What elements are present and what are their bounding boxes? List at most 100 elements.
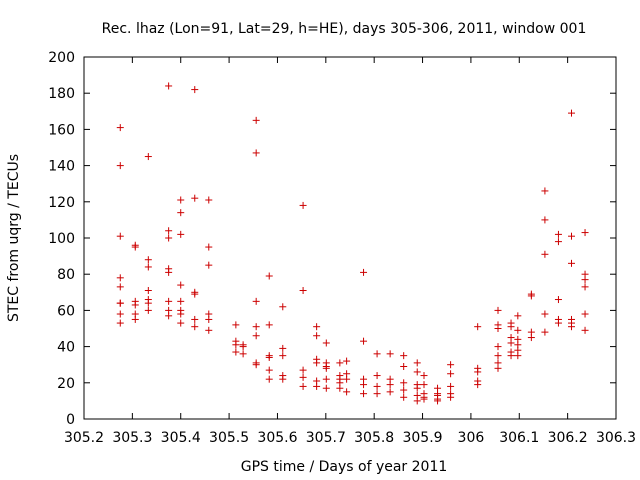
data-point [144,299,152,307]
data-point [541,187,549,195]
data-point [165,312,173,320]
data-point [581,326,589,334]
x-tick-label: 305.3 [112,430,152,446]
x-tick-label: 305.8 [354,430,394,446]
y-tick-label: 140 [48,159,75,175]
data-point [165,82,173,90]
data-point [191,86,199,94]
data-point [474,368,482,376]
data-point [420,372,428,380]
y-tick-label: 60 [57,303,75,319]
data-point [313,359,321,367]
data-point [447,393,455,401]
y-tick-label: 120 [48,195,75,211]
data-point [299,373,307,381]
data-point [527,292,535,300]
y-tick-label: 200 [48,50,75,66]
data-point [144,263,152,271]
y-axis-label: STEC from uqrg / TECUs [6,154,22,322]
data-point [205,326,213,334]
data-point [232,341,240,349]
data-point [205,315,213,323]
data-point [386,381,394,389]
data-point [313,382,321,390]
data-point [373,390,381,398]
x-axis-label: GPS time / Days of year 2011 [241,459,448,475]
data-point [373,372,381,380]
data-point [447,370,455,378]
data-point [177,319,185,327]
data-point [507,323,515,331]
data-point [144,286,152,294]
data-point [177,209,185,217]
data-point [343,388,351,396]
data-point [177,306,185,314]
data-point [420,395,428,403]
data-point [252,116,260,124]
data-point [177,297,185,305]
data-point [420,381,428,389]
data-point [265,375,273,383]
data-point [514,312,522,320]
data-point [265,272,273,280]
data-point [494,325,502,332]
data-point [400,379,408,387]
data-point [360,381,368,389]
data-point [279,352,287,360]
data-point [494,306,502,314]
data-point [144,256,152,264]
data-point [413,359,421,367]
y-tick-label: 40 [57,340,75,356]
chart-title: Rec. lhaz (Lon=91, Lat=29, h=HE), days 3… [102,21,587,37]
data-point [554,230,562,238]
data-point [322,339,330,347]
data-point [360,268,368,276]
data-point [205,243,213,251]
data-point [474,381,482,389]
data-point [191,194,199,202]
data-point [322,375,330,383]
x-tick-label: 306.3 [596,430,636,446]
data-point [581,229,589,237]
data-point [116,283,124,291]
data-point [447,382,455,390]
data-point [177,281,185,289]
data-point [413,384,421,392]
data-point [232,321,240,329]
data-point [343,357,351,365]
data-point [541,328,549,336]
data-point [360,337,368,345]
data-point [494,364,502,372]
x-tick-label: 306.2 [548,430,588,446]
data-point [177,196,185,204]
data-point [116,299,124,307]
data-point [144,306,152,314]
data-point [279,303,287,311]
data-point [514,352,522,360]
data-point [116,274,124,282]
data-point [400,386,408,394]
data-point [360,390,368,398]
data-point [299,201,307,209]
data-point [252,361,260,369]
data-point [252,297,260,305]
data-point [541,310,549,318]
data-point [541,250,549,258]
data-point [177,230,185,238]
data-point [527,334,535,342]
data-point [413,368,421,376]
x-tick-label: 305.6 [257,430,297,446]
plot-frame [83,56,617,420]
data-point [144,153,152,161]
data-point [252,149,260,157]
data-point [554,296,562,304]
data-point [165,234,173,242]
data-points [116,82,589,405]
data-point [413,397,421,405]
data-point [336,359,344,367]
data-point [386,388,394,396]
data-point [322,364,330,372]
data-point [116,232,124,240]
